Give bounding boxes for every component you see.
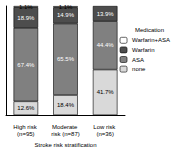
svg-text:65.5%: 65.5%: [57, 56, 75, 62]
svg-text:44.4%: 44.4%: [97, 42, 115, 48]
svg-text:67.4%: 67.4%: [17, 62, 35, 68]
svg-text:Stroke risk stratification: Stroke risk stratification: [34, 142, 96, 148]
svg-text:Low risk: Low risk: [93, 124, 117, 130]
svg-text:14.9%: 14.9%: [57, 12, 75, 18]
svg-text:Moderate: Moderate: [52, 124, 79, 130]
svg-text:Medication: Medication: [135, 27, 164, 33]
svg-text:13.9%: 13.9%: [97, 11, 115, 17]
svg-text:12.6%: 12.6%: [17, 105, 35, 111]
svg-text:(n=95): (n=95): [17, 131, 35, 137]
svg-text:1.1%: 1.1%: [59, 4, 73, 10]
svg-text:Warfarin: Warfarin: [132, 47, 154, 53]
svg-text:Warfarin+ASA: Warfarin+ASA: [132, 37, 170, 43]
svg-text:41.7%: 41.7%: [97, 89, 115, 95]
svg-text:18.4%: 18.4%: [57, 102, 75, 108]
svg-text:(n=36): (n=36): [96, 131, 114, 137]
svg-text:1.1%: 1.1%: [19, 4, 33, 10]
svg-text:risk (n=87): risk (n=87): [51, 131, 80, 137]
svg-text:none: none: [132, 66, 146, 72]
svg-text:High risk: High risk: [13, 124, 38, 130]
svg-text:18.9%: 18.9%: [17, 15, 35, 21]
svg-text:ASA: ASA: [132, 57, 144, 63]
